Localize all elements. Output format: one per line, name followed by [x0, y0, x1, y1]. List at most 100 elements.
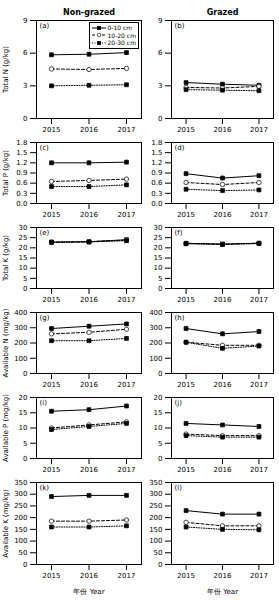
svg-text:50: 50: [19, 549, 28, 557]
svg-text:50: 50: [154, 549, 163, 557]
svg-text:200: 200: [14, 514, 27, 522]
svg-text:10: 10: [19, 424, 28, 432]
svg-text:2015: 2015: [177, 211, 195, 219]
svg-text:6: 6: [158, 49, 163, 57]
svg-text:30: 30: [19, 224, 28, 232]
svg-text:2015: 2015: [177, 126, 195, 134]
svg-text:2016: 2016: [214, 126, 232, 134]
svg-text:15: 15: [19, 254, 28, 262]
svg-text:2016: 2016: [80, 466, 98, 474]
svg-text:(j): (j): [175, 399, 183, 407]
svg-text:0: 0: [158, 561, 162, 569]
svg-text:0: 0: [23, 370, 27, 378]
svg-text:2016: 2016: [80, 572, 98, 580]
svg-text:0.0: 0.0: [151, 200, 162, 208]
svg-text:9: 9: [158, 17, 162, 25]
svg-text:0.6: 0.6: [16, 179, 28, 187]
svg-text:(i): (i): [40, 399, 48, 407]
svg-text:10: 10: [19, 264, 28, 272]
svg-text:0.9: 0.9: [16, 169, 27, 177]
svg-text:2017: 2017: [250, 466, 268, 474]
svg-text:10: 10: [154, 424, 163, 432]
svg-text:5: 5: [158, 275, 162, 283]
svg-text:2017: 2017: [250, 211, 268, 219]
svg-text:5: 5: [23, 275, 27, 283]
svg-text:2017: 2017: [250, 126, 268, 134]
svg-text:150: 150: [14, 526, 27, 534]
svg-text:2015: 2015: [43, 381, 61, 389]
svg-text:(b): (b): [175, 22, 185, 30]
svg-text:100: 100: [149, 537, 162, 545]
svg-text:0: 0: [158, 285, 162, 293]
svg-text:9: 9: [23, 17, 27, 25]
svg-text:20: 20: [154, 244, 163, 252]
svg-text:0: 0: [158, 455, 162, 463]
svg-text:1.8: 1.8: [16, 139, 27, 147]
svg-text:Grazed: Grazed: [207, 8, 239, 17]
svg-text:0.6: 0.6: [151, 179, 163, 187]
svg-text:2016: 2016: [80, 381, 98, 389]
svg-text:年份 Year: 年份 Year: [73, 588, 104, 596]
svg-text:100: 100: [14, 537, 27, 545]
svg-text:0: 0: [23, 561, 27, 569]
svg-text:400: 400: [14, 309, 27, 317]
svg-text:1.2: 1.2: [151, 159, 162, 167]
svg-text:100: 100: [14, 354, 27, 362]
svg-text:(h): (h): [175, 314, 185, 322]
svg-text:Available K (mg/kg): Available K (mg/kg): [2, 489, 10, 558]
svg-text:2017: 2017: [250, 296, 268, 304]
svg-text:年份 Year: 年份 Year: [207, 588, 238, 596]
svg-text:2015: 2015: [177, 466, 195, 474]
svg-text:2017: 2017: [118, 466, 136, 474]
svg-text:2016: 2016: [80, 211, 98, 219]
svg-text:300: 300: [149, 324, 162, 332]
svg-text:2016: 2016: [214, 466, 232, 474]
svg-text:200: 200: [149, 339, 162, 347]
svg-text:20: 20: [19, 394, 28, 402]
svg-text:250: 250: [14, 502, 27, 510]
svg-text:Available P (mg/kg): Available P (mg/kg): [2, 394, 10, 462]
svg-text:5: 5: [158, 439, 162, 447]
svg-text:2017: 2017: [250, 381, 268, 389]
svg-text:(a): (a): [40, 22, 50, 30]
svg-text:3: 3: [158, 82, 162, 90]
svg-text:0.3: 0.3: [151, 190, 162, 198]
svg-text:Available N (mg/kg): Available N (mg/kg): [2, 308, 10, 377]
svg-text:2017: 2017: [118, 381, 136, 389]
svg-text:15: 15: [19, 409, 28, 417]
svg-text:350: 350: [14, 479, 27, 487]
svg-text:200: 200: [149, 514, 162, 522]
svg-text:300: 300: [149, 490, 162, 498]
svg-text:(c): (c): [40, 144, 50, 152]
svg-text:2017: 2017: [118, 126, 136, 134]
svg-text:0: 0: [23, 285, 27, 293]
svg-text:(d): (d): [175, 144, 185, 152]
svg-text:2015: 2015: [43, 126, 61, 134]
svg-text:2016: 2016: [214, 572, 232, 580]
svg-text:(f): (f): [175, 229, 183, 237]
svg-text:2015: 2015: [43, 296, 61, 304]
svg-text:100: 100: [149, 354, 162, 362]
svg-text:1.5: 1.5: [16, 149, 27, 157]
svg-text:(l): (l): [175, 484, 183, 492]
svg-text:1.2: 1.2: [16, 159, 27, 167]
svg-text:(k): (k): [40, 484, 50, 492]
svg-text:2015: 2015: [43, 572, 61, 580]
svg-text:0: 0: [23, 115, 27, 123]
svg-text:2017: 2017: [118, 211, 136, 219]
svg-text:300: 300: [14, 324, 27, 332]
svg-text:30: 30: [154, 224, 163, 232]
svg-text:1.5: 1.5: [151, 149, 162, 157]
svg-text:250: 250: [149, 502, 162, 510]
svg-text:0.0: 0.0: [16, 200, 27, 208]
svg-text:150: 150: [149, 526, 162, 534]
svg-text:15: 15: [154, 254, 163, 262]
svg-text:0.3: 0.3: [16, 190, 27, 198]
svg-text:6: 6: [23, 49, 28, 57]
svg-text:2016: 2016: [80, 296, 98, 304]
svg-text:20: 20: [19, 244, 28, 252]
svg-text:0: 0: [158, 115, 162, 123]
svg-text:2017: 2017: [118, 296, 136, 304]
svg-text:1.8: 1.8: [151, 139, 162, 147]
svg-text:2015: 2015: [177, 296, 195, 304]
